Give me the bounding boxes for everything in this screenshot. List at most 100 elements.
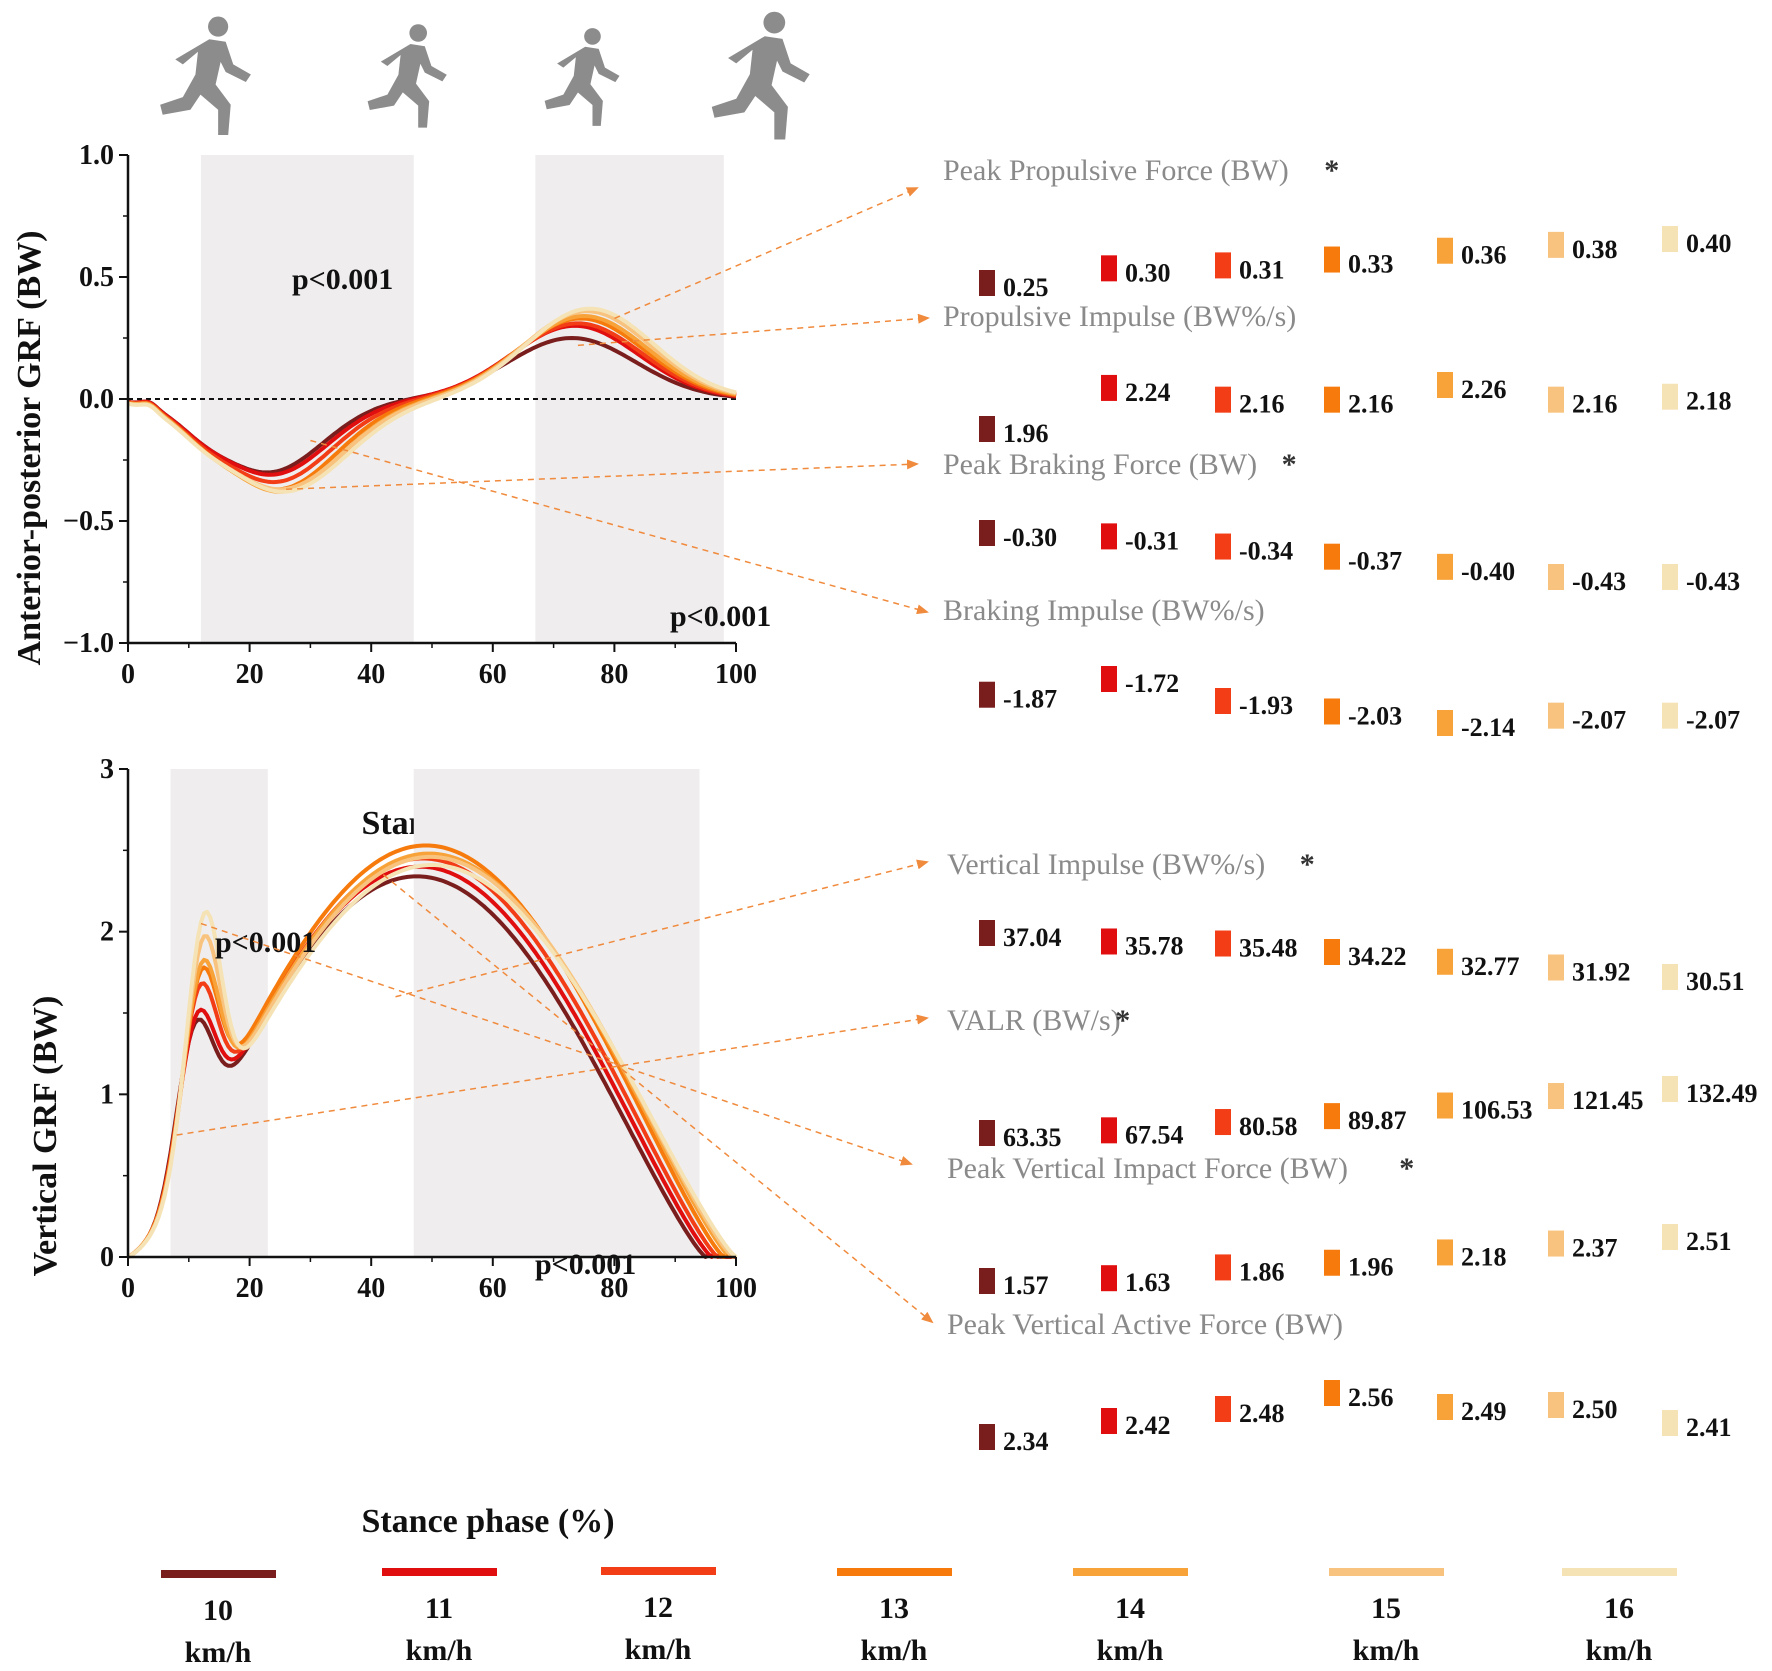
metric-bar — [1101, 1265, 1117, 1292]
metric-value: 35.48 — [1239, 934, 1298, 963]
speed-legend: 10 km/h 11 km/h 12 km/h 13 km/h 14 km/h 15 km/h 16 km… — [161, 1567, 1677, 1669]
ap-y-tick-label: 0.0 — [79, 384, 114, 415]
annotation-arrow-8 — [382, 874, 934, 1324]
runner-icons — [160, 11, 810, 140]
metric-bar — [979, 1120, 995, 1146]
ap-y-tick-label: −0.5 — [63, 506, 114, 537]
metric-bar — [1662, 564, 1678, 590]
legend-speed: 11 — [425, 1592, 453, 1625]
legend-swatch — [161, 1570, 276, 1578]
metric-value: 2.51 — [1686, 1227, 1732, 1256]
metric-value: 35.78 — [1125, 931, 1184, 960]
metric-group-5: Vertical Impulse (BW%/s) * 37.04 35.78 35.48… — [947, 848, 1745, 996]
metric-value: 34.22 — [1348, 942, 1407, 971]
metric-value: 2.26 — [1461, 375, 1507, 404]
v-y-tick-label: 3 — [100, 754, 114, 785]
metric-title: Peak Vertical Impact Force (BW) — [947, 1152, 1348, 1185]
runner-icon-4 — [711, 11, 810, 140]
legend-speed: 10 — [203, 1594, 233, 1627]
metric-bar — [1437, 553, 1453, 580]
metric-bar — [1324, 1249, 1340, 1276]
metric-value: -0.31 — [1125, 526, 1179, 555]
metric-bar — [1101, 1117, 1117, 1144]
metric-value: 2.37 — [1572, 1234, 1618, 1263]
metric-value: -0.40 — [1461, 557, 1515, 586]
metric-value: 2.42 — [1125, 1411, 1171, 1440]
metric-group-4: Braking Impulse (BW%/s) -1.87 -1.72 -1.93 -2… — [943, 594, 1740, 742]
ap-y-tick-label: 1.0 — [79, 140, 114, 171]
metric-value: 0.31 — [1239, 255, 1285, 284]
significance-star: * — [1300, 848, 1315, 881]
ap-ylabel: Anterior-posterior GRF (BW) — [11, 231, 48, 666]
metric-bar — [979, 416, 995, 442]
legend-swatch — [601, 1567, 716, 1575]
metric-value: -0.34 — [1239, 537, 1293, 566]
metric-value: 89.87 — [1348, 1106, 1407, 1135]
ap-p-label-1: p<0.001 — [292, 263, 393, 296]
metric-bar — [1324, 543, 1340, 570]
metric-bar — [1662, 964, 1678, 990]
ap-x-tick-label: 60 — [479, 659, 507, 690]
v-shaded-regions — [170, 769, 700, 1257]
ap-x-tick-label: 0 — [121, 659, 135, 690]
metric-group-6: VALR (BW/s)* 63.35 67.54 80.58 89.87 106.53 12… — [947, 1004, 1758, 1152]
metric-bar — [1324, 1380, 1340, 1406]
metric-value: 30.51 — [1686, 967, 1745, 996]
metric-value: -1.87 — [1003, 685, 1057, 714]
ap-x-tick-label: 40 — [357, 659, 385, 690]
metric-value: 80.58 — [1239, 1112, 1298, 1141]
metric-bar — [1437, 372, 1453, 398]
v-ylabel: Vertical GRF (BW) — [27, 996, 64, 1277]
metric-bar — [1662, 226, 1678, 252]
v-series-lines — [127, 843, 738, 1259]
metric-value: 0.36 — [1461, 241, 1507, 270]
metric-bar — [1548, 702, 1564, 729]
metric-bar — [1437, 948, 1453, 975]
metric-value: 2.48 — [1239, 1399, 1285, 1428]
metric-bar — [1324, 698, 1340, 725]
vertical-grf-chart: 0 20 40 60 80 100 0 1 2 3 p<0.001 p<0.001 Vertica… — [27, 754, 757, 1540]
metric-bar — [1215, 688, 1231, 714]
metric-bar — [1101, 255, 1117, 282]
metric-value: 0.30 — [1125, 258, 1171, 287]
metric-value: 2.24 — [1125, 378, 1171, 407]
metric-bar — [1437, 1239, 1453, 1266]
metric-bar — [979, 1424, 995, 1450]
metric-value: 106.53 — [1461, 1096, 1533, 1125]
metric-group-7: Peak Vertical Impact Force (BW) * 1.57 1.63… — [947, 1152, 1732, 1300]
metric-value: 1.63 — [1125, 1268, 1171, 1297]
metric-value: 31.92 — [1572, 957, 1631, 986]
annotation-arrow-5 — [395, 859, 929, 998]
metric-value: 2.34 — [1003, 1427, 1049, 1456]
metric-value: 2.50 — [1572, 1395, 1618, 1424]
legend-unit: km/h — [625, 1633, 692, 1666]
legend-unit: km/h — [1353, 1634, 1420, 1667]
metric-value: 32.77 — [1461, 952, 1520, 981]
metric-bar — [1548, 386, 1564, 413]
metric-bar — [1215, 1396, 1231, 1422]
metric-bar — [1548, 564, 1564, 590]
annotation-arrows — [176, 187, 934, 1324]
v-x-tick-label: 80 — [600, 1273, 628, 1304]
metric-bar — [1548, 1083, 1564, 1110]
metric-value: 0.25 — [1003, 273, 1049, 302]
annotation-arrow-6 — [176, 1014, 929, 1136]
legend-speed: 12 — [643, 1591, 673, 1624]
legend-unit: km/h — [1097, 1634, 1164, 1667]
metric-bar — [1437, 1394, 1453, 1420]
metric-bar — [1548, 954, 1564, 981]
metric-title: Peak Braking Force (BW) — [943, 448, 1257, 481]
metric-bar — [1437, 1092, 1453, 1119]
metric-value: 37.04 — [1003, 923, 1062, 952]
ap-y-tick-label: −1.0 — [63, 628, 114, 659]
metric-bar — [1662, 702, 1678, 729]
ap-grf-chart: 0 20 40 60 80 100 −1.0 −0.5 0.0 0.5 1.0 p<0.001 p<… — [11, 140, 771, 842]
legend-speed: 14 — [1115, 1592, 1145, 1625]
metric-bar — [979, 520, 995, 546]
metric-value: -0.37 — [1348, 547, 1402, 576]
metric-bar — [979, 681, 995, 708]
metric-value: -2.07 — [1686, 706, 1740, 735]
legend-item-2: 11 km/h — [382, 1568, 497, 1667]
metric-bar — [1215, 252, 1231, 279]
